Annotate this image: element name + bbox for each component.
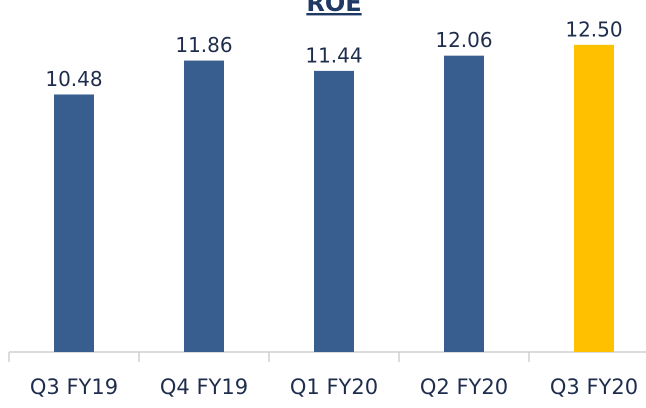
- bar: [54, 94, 94, 353]
- bar: [184, 60, 224, 352]
- data-label: 12.06: [435, 28, 492, 52]
- x-tick-label: Q4 FY19: [160, 375, 248, 399]
- x-tick-label: Q3 FY20: [550, 375, 638, 399]
- x-tick-label: Q1 FY20: [290, 375, 378, 399]
- bar: [444, 55, 484, 352]
- data-label: 10.48: [45, 67, 102, 91]
- bar: [314, 70, 354, 352]
- data-label: 12.50: [565, 17, 622, 41]
- bar: [574, 44, 614, 352]
- x-tick-label: Q2 FY20: [420, 375, 508, 399]
- data-label: 11.86: [175, 33, 232, 57]
- chart-title: ROE: [306, 0, 361, 17]
- data-label: 11.44: [305, 43, 362, 67]
- x-tick-label: Q3 FY19: [30, 375, 118, 399]
